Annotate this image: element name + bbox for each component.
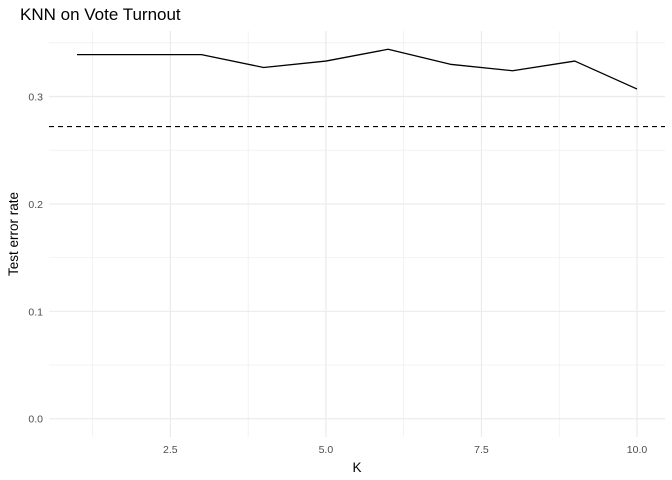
- x-tick-label: 2.5: [163, 444, 178, 456]
- y-tick-label: 0.1: [28, 306, 43, 318]
- y-tick-label: 0.2: [28, 199, 43, 211]
- x-axis-ticks: 2.5 5.0 7.5 10.0: [163, 444, 647, 456]
- x-tick-label: 10.0: [627, 444, 648, 456]
- chart-title: KNN on Vote Turnout: [20, 5, 181, 24]
- series-group: [77, 48, 638, 90]
- series-line-0: [77, 48, 638, 90]
- x-tick-label: 5.0: [319, 444, 334, 456]
- x-axis-label: K: [352, 460, 361, 475]
- grid-lines: [49, 31, 665, 437]
- y-tick-label: 0.3: [28, 92, 43, 104]
- x-tick-label: 7.5: [474, 444, 489, 456]
- y-axis-ticks: 0.0 0.1 0.2 0.3: [28, 92, 43, 426]
- y-tick-label: 0.0: [28, 414, 43, 426]
- y-axis-label: Test error rate: [6, 192, 21, 276]
